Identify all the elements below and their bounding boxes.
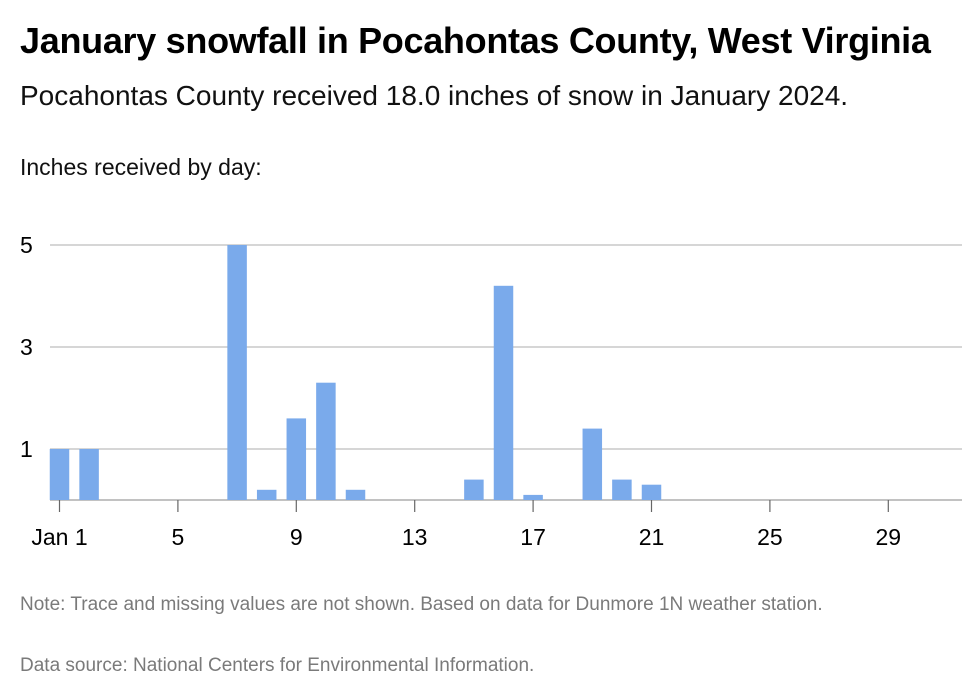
x-tick-label: 25	[757, 524, 783, 550]
chart-subtitle: Pocahontas County received 18.0 inches o…	[20, 80, 849, 111]
bar-day-17	[523, 494, 543, 500]
bar-day-8	[256, 489, 277, 500]
x-tick-label: 17	[520, 524, 546, 550]
bars	[49, 245, 662, 500]
bar-day-7	[227, 245, 247, 500]
bar-day-19	[582, 428, 603, 500]
chart-title: January snowfall in Pocahontas County, W…	[20, 20, 931, 61]
bar-day-20	[612, 479, 632, 500]
x-tick-label: 9	[290, 524, 303, 550]
y-tick-label: 3	[20, 334, 33, 360]
x-tick-label: 13	[402, 524, 428, 550]
bar-day-1	[49, 449, 70, 500]
x-tick-label: 21	[639, 524, 665, 550]
bar-day-15	[464, 479, 484, 500]
bar-day-16	[493, 285, 514, 500]
x-tick-label: 5	[172, 524, 185, 550]
chart-note: Note: Trace and missing values are not s…	[20, 594, 823, 615]
x-tick-label: 29	[876, 524, 902, 550]
bar-day-9	[286, 418, 307, 500]
y-tick-label: 5	[20, 232, 33, 258]
y-tick-label: 1	[20, 436, 33, 462]
x-tick-label: Jan 1	[31, 524, 87, 550]
y-axis-ticks: 1 3 5	[20, 232, 33, 462]
data-source: Data source: National Centers for Enviro…	[20, 655, 535, 676]
bar-day-21	[641, 484, 662, 500]
bar-day-10	[316, 382, 336, 500]
bar-day-2	[79, 449, 99, 500]
snowfall-bar-chart: Jan 1 5 9 13 17 21 25 29 135	[20, 232, 962, 550]
y-axis-label: Inches received by day:	[20, 154, 262, 180]
x-axis-ticks: Jan 1 5 9 13 17 21 25 29	[31, 500, 901, 550]
bar-day-11	[345, 489, 366, 500]
